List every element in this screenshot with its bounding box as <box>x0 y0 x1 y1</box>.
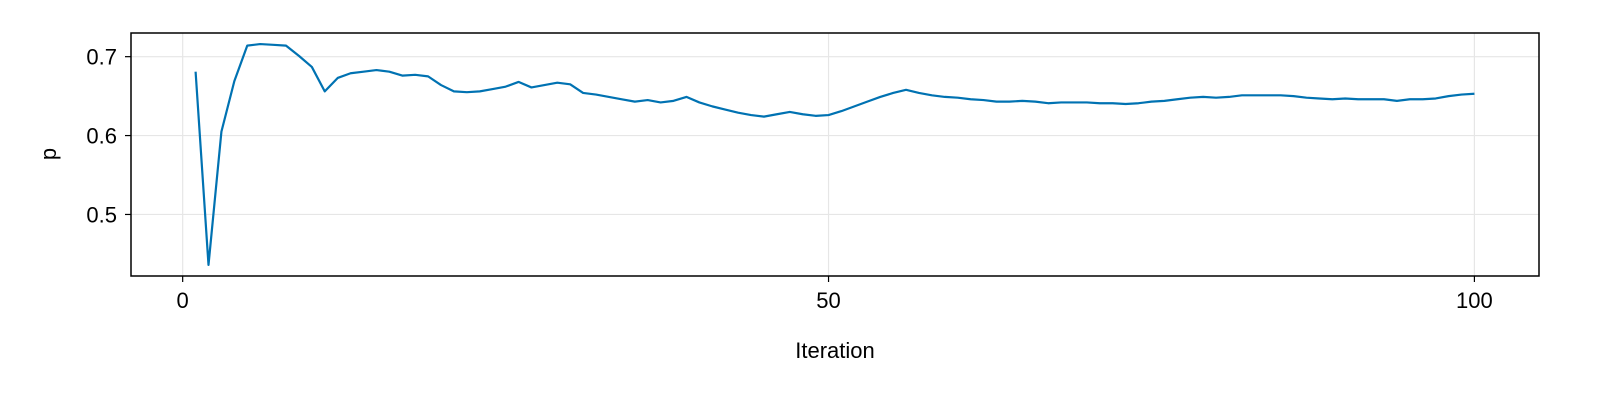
series-line-0 <box>194 42 1475 267</box>
x-tick-label: 100 <box>1456 288 1493 313</box>
x-tick-label: 50 <box>816 288 840 313</box>
y-tick-label: 0.7 <box>86 45 117 70</box>
y-axis-label: p <box>36 148 61 160</box>
x-tick-label: 0 <box>177 288 189 313</box>
x-axis-label: Iteration <box>795 338 875 363</box>
y-tick-label: 0.6 <box>86 124 117 149</box>
series-layer <box>194 42 1475 267</box>
plot-frame <box>130 32 1540 277</box>
tick-layer: 0 50 100 0.5 0.6 0.7 <box>86 45 1492 313</box>
grid-layer <box>131 33 1539 276</box>
y-tick-label: 0.5 <box>86 202 117 227</box>
